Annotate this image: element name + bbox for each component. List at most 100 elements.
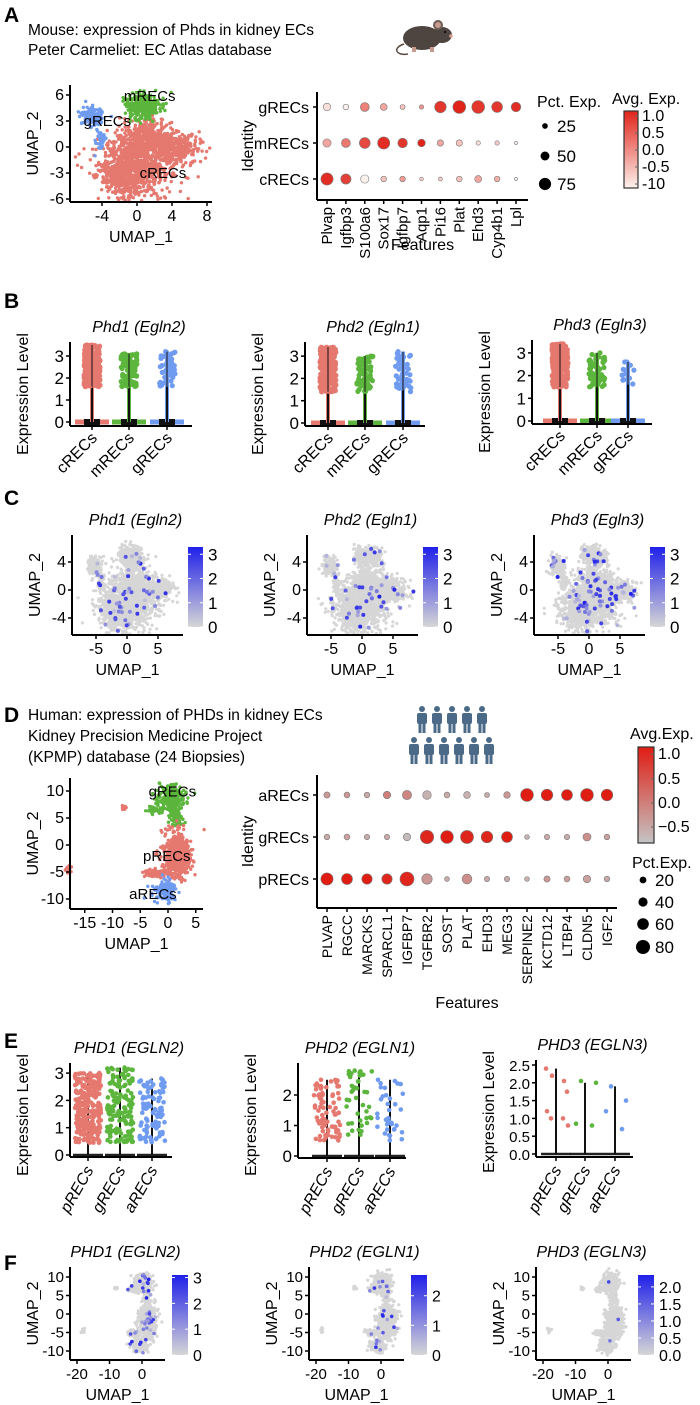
cell-point-cRECs — [142, 194, 147, 198]
y-tick-label: 3 — [55, 113, 64, 130]
people-icon — [409, 706, 494, 764]
cell-point-cRECs — [88, 171, 92, 175]
expression-point-mRECs — [120, 372, 127, 378]
cell-point-cRECs — [179, 181, 184, 185]
cell-point — [138, 591, 142, 596]
color-legend-label: 0.5 — [642, 125, 664, 142]
cell-point-cRECs — [117, 133, 121, 138]
cell-point-cRECs — [141, 136, 145, 141]
cell-point — [132, 604, 136, 608]
color-legend-label: -0.5 — [642, 159, 670, 176]
cell-point — [107, 571, 111, 575]
cell-point-cRECs — [123, 125, 127, 129]
cell-point-cRECs — [182, 139, 187, 143]
cell-point — [146, 604, 150, 609]
cell-point-cRECs — [171, 131, 175, 135]
x-axis-label: Features — [391, 237, 454, 254]
cell-point — [153, 614, 157, 618]
cell-point-mRECs — [139, 121, 143, 125]
cell-point — [154, 607, 159, 611]
cell-point-cRECs — [170, 153, 174, 157]
cell-point-cRECs — [132, 133, 136, 137]
cell-point-cRECs — [115, 196, 120, 200]
cell-point — [168, 574, 172, 578]
cell-point-mRECs — [138, 106, 142, 111]
y-axis-label: Expression Level — [15, 333, 32, 455]
cell-point-cRECs — [123, 172, 127, 177]
cell-point-cRECs — [120, 139, 124, 144]
feature-label: Lpl — [508, 207, 525, 227]
feature-label: Plvap — [319, 207, 336, 245]
cell-point-cRECs — [73, 155, 78, 159]
cell-point-cRECs — [148, 155, 152, 160]
cell-point-cRECs — [109, 166, 113, 170]
cell-point-cRECs — [200, 149, 204, 153]
cell-point-cRECs — [153, 123, 157, 127]
dot-gRECs-Pi16 — [434, 100, 447, 114]
cell-point — [141, 594, 145, 599]
cell-point-gRECs — [98, 131, 103, 135]
expression-point-cRECs — [94, 355, 100, 361]
cell-point-cRECs — [103, 165, 108, 170]
cell-point-cRECs — [198, 159, 203, 164]
cell-point-cRECs — [205, 149, 209, 154]
feature-label: S100a6 — [357, 207, 374, 259]
dot-gRECs-Plat — [452, 100, 466, 114]
color-legend-label: -10 — [642, 176, 665, 193]
expression-point-cRECs — [332, 365, 338, 371]
dot-cRECs-Plat — [456, 175, 463, 183]
expression-point-mRECs — [355, 388, 361, 394]
cell-point — [162, 603, 166, 607]
cell-point — [137, 630, 141, 634]
dot-mRECs-Igfbp7 — [397, 137, 408, 149]
cell-point — [154, 582, 158, 586]
y-tick-label: 1 — [55, 391, 64, 410]
cell-point-cRECs — [201, 140, 205, 144]
cell-point-cRECs — [144, 121, 148, 125]
cell-point-cRECs — [129, 179, 134, 183]
cell-point-cRECs — [96, 196, 101, 201]
cell-point — [137, 621, 141, 625]
cell-point-cRECs — [157, 181, 161, 185]
cell-point-cRECs — [75, 163, 80, 167]
expression-point-cRECs — [322, 358, 328, 364]
panel-a-title-line-1: Mouse: expression of Phds in kidney ECs — [28, 22, 314, 39]
cell-point — [164, 599, 168, 603]
cell-point — [148, 564, 152, 568]
cell-point-cRECs — [182, 150, 186, 154]
cell-point — [135, 599, 139, 603]
cell-point-cRECs — [133, 137, 138, 141]
cell-point-cRECs — [152, 188, 156, 193]
cell-point-cRECs — [134, 177, 138, 181]
cell-point — [144, 610, 148, 615]
cell-point — [136, 589, 140, 593]
y-tick-label: 2 — [55, 369, 64, 388]
cell-point — [104, 591, 109, 595]
cell-point-cRECs — [117, 137, 121, 141]
expression-point-mRECs — [601, 364, 607, 371]
cell-point-cRECs — [167, 190, 172, 194]
cell-point-mRECs — [133, 118, 138, 122]
cell-point-cRECs — [100, 165, 104, 169]
dot-mRECs-Sox17 — [377, 136, 391, 150]
cell-point-cRECs — [104, 170, 108, 175]
size-legend-dot — [538, 177, 552, 191]
expression-point-mRECs — [360, 368, 366, 374]
cell-point-cRECs — [114, 153, 118, 157]
cell-point-cRECs — [94, 147, 98, 152]
category-label: gRECs — [128, 430, 176, 478]
expression-point-gRECs — [157, 383, 163, 389]
cell-point-mRECs — [147, 105, 151, 110]
expression-point-mRECs — [593, 356, 599, 362]
x-tick-label: -4 — [95, 208, 109, 225]
cell-point-cRECs — [107, 196, 111, 200]
expression-point-gRECs — [163, 349, 169, 355]
category-label: gRECs — [364, 430, 412, 478]
cell-point-cRECs — [119, 154, 123, 158]
cell-point-cRECs — [128, 191, 133, 195]
cell-point-cRECs — [159, 147, 163, 151]
cell-point — [153, 574, 157, 578]
